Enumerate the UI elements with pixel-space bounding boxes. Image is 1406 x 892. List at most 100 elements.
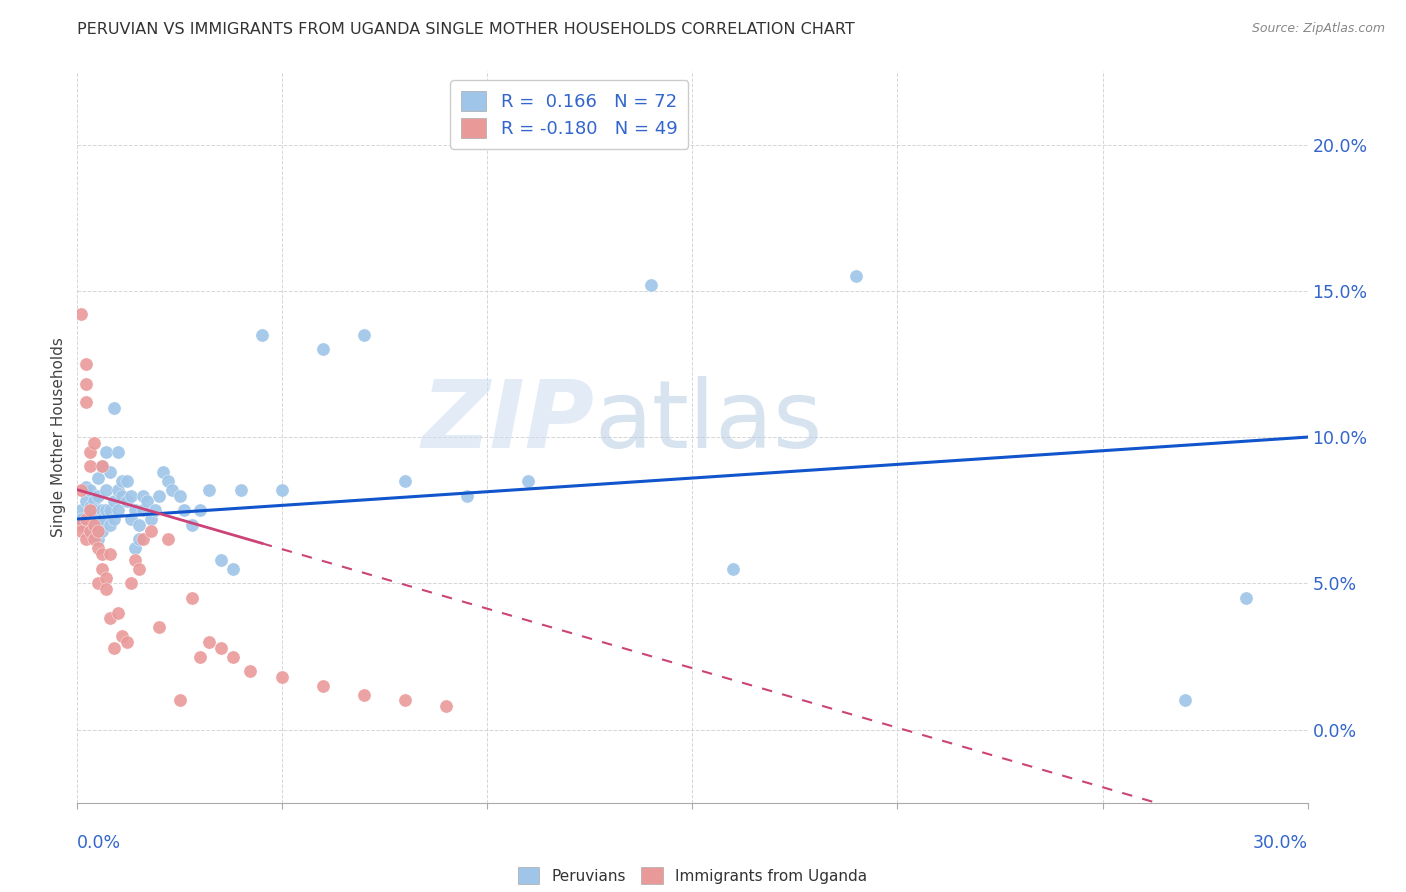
- Point: [312, 679, 335, 693]
- Point: [271, 483, 294, 497]
- Point: [107, 444, 129, 458]
- Text: 30.0%: 30.0%: [1253, 834, 1308, 852]
- Point: [87, 524, 110, 538]
- Text: ZIP: ZIP: [422, 376, 595, 468]
- Point: [188, 649, 212, 664]
- Text: atlas: atlas: [595, 376, 823, 468]
- Point: [70, 483, 93, 497]
- Point: [70, 512, 93, 526]
- Point: [124, 541, 146, 556]
- Point: [98, 465, 121, 479]
- Point: [79, 483, 101, 497]
- Point: [79, 500, 101, 515]
- Point: [136, 494, 159, 508]
- Y-axis label: Single Mother Households: Single Mother Households: [51, 337, 66, 537]
- Point: [94, 582, 117, 597]
- Point: [132, 489, 155, 503]
- Point: [87, 576, 110, 591]
- Point: [79, 503, 101, 517]
- Point: [111, 629, 134, 643]
- Point: [115, 494, 138, 508]
- Point: [143, 503, 166, 517]
- Point: [181, 591, 204, 605]
- Point: [436, 699, 458, 714]
- Point: [209, 553, 232, 567]
- Point: [231, 483, 253, 497]
- Point: [107, 483, 129, 497]
- Point: [75, 533, 97, 547]
- Point: [271, 670, 294, 684]
- Point: [640, 277, 662, 292]
- Point: [75, 480, 97, 494]
- Point: [83, 517, 105, 532]
- Point: [90, 459, 114, 474]
- Point: [107, 606, 129, 620]
- Point: [75, 515, 97, 529]
- Point: [83, 494, 105, 508]
- Point: [98, 517, 121, 532]
- Point: [79, 506, 101, 520]
- Point: [128, 533, 150, 547]
- Point: [87, 471, 110, 485]
- Point: [152, 465, 174, 479]
- Point: [75, 377, 97, 392]
- Point: [120, 489, 142, 503]
- Point: [98, 503, 121, 517]
- Point: [173, 503, 195, 517]
- Point: [103, 512, 125, 526]
- Point: [394, 693, 416, 707]
- Point: [188, 503, 212, 517]
- Point: [353, 688, 375, 702]
- Point: [75, 357, 97, 371]
- Point: [148, 620, 170, 634]
- Text: Source: ZipAtlas.com: Source: ZipAtlas.com: [1251, 22, 1385, 36]
- Point: [120, 512, 142, 526]
- Point: [79, 459, 101, 474]
- Point: [517, 474, 540, 488]
- Point: [90, 459, 114, 474]
- Point: [75, 494, 97, 508]
- Point: [83, 503, 105, 517]
- Point: [1234, 591, 1257, 605]
- Point: [132, 503, 155, 517]
- Point: [87, 512, 110, 526]
- Point: [124, 503, 146, 517]
- Point: [103, 640, 125, 655]
- Point: [75, 512, 97, 526]
- Point: [312, 343, 335, 357]
- Point: [156, 533, 179, 547]
- Legend: Peruvians, Immigrants from Uganda: Peruvians, Immigrants from Uganda: [512, 862, 873, 890]
- Point: [197, 483, 219, 497]
- Point: [94, 570, 117, 584]
- Point: [75, 395, 97, 409]
- Point: [115, 635, 138, 649]
- Point: [98, 547, 121, 561]
- Point: [115, 474, 138, 488]
- Point: [132, 533, 155, 547]
- Point: [156, 474, 179, 488]
- Point: [456, 489, 478, 503]
- Point: [160, 483, 183, 497]
- Point: [723, 562, 745, 576]
- Point: [111, 489, 134, 503]
- Point: [107, 503, 129, 517]
- Point: [169, 489, 191, 503]
- Point: [239, 664, 262, 678]
- Point: [90, 503, 114, 517]
- Point: [87, 541, 110, 556]
- Point: [70, 307, 93, 321]
- Point: [90, 524, 114, 538]
- Point: [70, 524, 93, 538]
- Point: [94, 503, 117, 517]
- Point: [141, 512, 163, 526]
- Text: 0.0%: 0.0%: [77, 834, 121, 852]
- Point: [111, 474, 134, 488]
- Point: [83, 533, 105, 547]
- Point: [83, 509, 105, 524]
- Point: [128, 517, 150, 532]
- Point: [87, 533, 110, 547]
- Point: [1174, 693, 1197, 707]
- Point: [94, 444, 117, 458]
- Point: [141, 524, 163, 538]
- Point: [103, 401, 125, 415]
